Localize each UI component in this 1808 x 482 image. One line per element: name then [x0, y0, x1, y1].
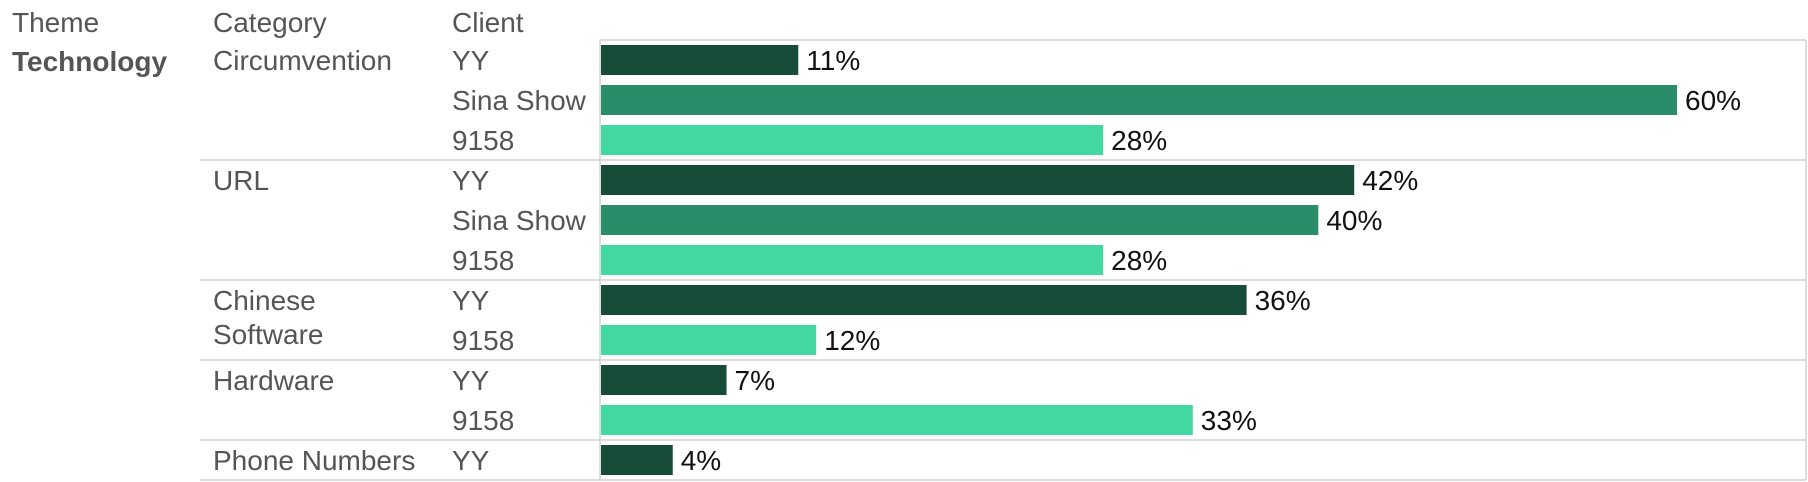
client-label: YY [452, 165, 490, 196]
client-label: 9158 [452, 405, 514, 436]
bar-value-label: 40% [1326, 205, 1382, 236]
header-category: Category [213, 7, 327, 38]
client-label: Sina Show [452, 85, 587, 116]
bar[interactable] [601, 445, 673, 475]
header-theme: Theme [12, 7, 99, 38]
category-label: Hardware [213, 365, 334, 396]
bar-value-label: 42% [1362, 165, 1418, 196]
bar[interactable] [601, 245, 1104, 275]
bar-value-label: 28% [1111, 125, 1167, 156]
header-client: Client [452, 7, 524, 38]
bar-value-label: 60% [1685, 85, 1741, 116]
client-label: YY [452, 445, 490, 476]
theme-label: Technology [12, 46, 167, 77]
bar[interactable] [601, 125, 1104, 155]
bar[interactable] [601, 45, 799, 75]
category-label: Circumvention [213, 45, 392, 76]
client-label: 9158 [452, 125, 514, 156]
bar[interactable] [601, 365, 727, 395]
bar[interactable] [601, 85, 1677, 115]
bar-value-label: 33% [1201, 405, 1257, 436]
bar-value-label: 4% [681, 445, 721, 476]
category-label: URL [213, 165, 269, 196]
chart-rows: Circumvention YY 11% Sina Show 60% 9158 28% URL… [200, 39, 1807, 481]
bar[interactable] [601, 205, 1319, 235]
client-label: YY [452, 45, 490, 76]
client-label: 9158 [452, 325, 514, 356]
bar-value-label: 11% [806, 45, 860, 76]
bar-value-label: 7% [735, 365, 775, 396]
category-label: Chinese Software [213, 285, 324, 350]
bar-value-label: 12% [824, 325, 880, 356]
bar[interactable] [601, 285, 1247, 315]
bar[interactable] [601, 165, 1355, 195]
client-label: YY [452, 285, 490, 316]
bar[interactable] [601, 405, 1193, 435]
client-label: Sina Show [452, 205, 587, 236]
client-label: YY [452, 365, 490, 396]
bar-value-label: 36% [1255, 285, 1311, 316]
client-label: 9158 [452, 245, 514, 276]
bar-value-label: 28% [1111, 245, 1167, 276]
bar[interactable] [601, 325, 817, 355]
category-label: Phone Numbers [213, 445, 415, 476]
